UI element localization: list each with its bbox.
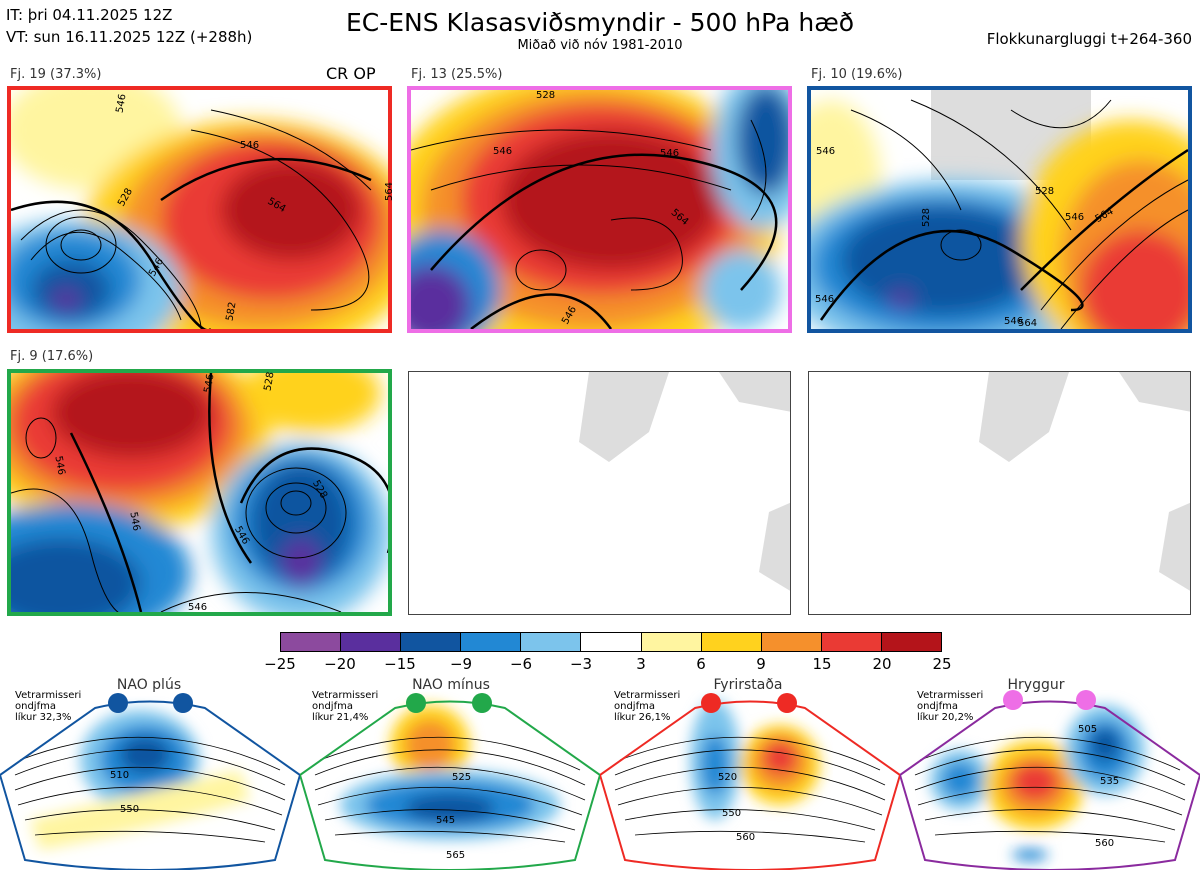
cluster-map-panel-1 bbox=[7, 86, 392, 333]
regime-2-season: Vetrarmisseri bbox=[312, 690, 379, 701]
colorbar-tick: −15 bbox=[384, 655, 416, 673]
regime-2-contour-label: 545 bbox=[436, 815, 456, 826]
regime-3-probability: líkur 26,1% bbox=[614, 712, 671, 723]
regime-1-months: ondjfma bbox=[15, 701, 56, 712]
regime-3-months: ondjfma bbox=[614, 701, 655, 712]
contour-label: 546 bbox=[1004, 316, 1024, 327]
contour-label: 528 bbox=[921, 207, 933, 228]
init-time-header: IT: þri 04.11.2025 12Z VT: sun 16.11.202… bbox=[6, 4, 252, 48]
regime-4-name: Hryggur bbox=[1007, 677, 1065, 693]
regime-2-contour-label: 565 bbox=[446, 850, 466, 861]
colorbar-swatch bbox=[701, 633, 762, 651]
cluster-map-panel-4 bbox=[7, 369, 392, 616]
colorbar-tick: −9 bbox=[449, 655, 473, 673]
panel-2-label: Fj. 13 (25.5%) bbox=[411, 67, 503, 82]
contour-label: 546 bbox=[660, 148, 680, 159]
colorbar-swatch bbox=[521, 633, 582, 651]
panel-3-label: Fj. 10 (19.6%) bbox=[811, 67, 903, 82]
regime-2-dot bbox=[406, 693, 426, 713]
regime-3-dot bbox=[701, 693, 721, 713]
regime-map-blocking bbox=[600, 700, 900, 870]
colorbar-swatch bbox=[821, 633, 882, 651]
colorbar-swatch bbox=[641, 633, 702, 651]
cluster-window: Flokkunargluggi t+264-360 bbox=[986, 30, 1192, 48]
colorbar-tick: 6 bbox=[696, 655, 706, 673]
colorbar-tick: −3 bbox=[569, 655, 593, 673]
panel-1-op-marker: CR OP bbox=[326, 64, 376, 83]
colorbar-tick: −6 bbox=[509, 655, 533, 673]
colorbar-swatch bbox=[341, 633, 402, 651]
valid-time: VT: sun 16.11.2025 12Z (+288h) bbox=[6, 28, 253, 46]
regime-3-dot bbox=[777, 693, 797, 713]
cluster-map-panel-2 bbox=[407, 86, 792, 333]
panel-4-label: Fj. 9 (17.6%) bbox=[10, 349, 94, 364]
regime-3-contour-label: 550 bbox=[722, 808, 742, 819]
colorbar-tick: 3 bbox=[636, 655, 646, 673]
contour-label: 528 bbox=[1035, 186, 1055, 197]
regime-map-nao-plus bbox=[0, 700, 300, 870]
empty-map-panel-5 bbox=[408, 371, 791, 615]
colorbar bbox=[280, 632, 942, 652]
regime-2-probability: líkur 21,4% bbox=[312, 712, 369, 723]
regime-2-name: NAO mínus bbox=[412, 677, 490, 693]
contour-label: 546 bbox=[815, 294, 835, 305]
regime-4-probability: líkur 20,2% bbox=[917, 712, 974, 723]
regime-2-months: ondjfma bbox=[312, 701, 353, 712]
colorbar-tick: 20 bbox=[872, 655, 892, 673]
colorbar-swatch bbox=[281, 633, 342, 651]
empty-map-panel-6 bbox=[808, 371, 1191, 615]
contour-label: 546 bbox=[1065, 212, 1085, 223]
colorbar-tick: 25 bbox=[932, 655, 952, 673]
cluster-map-panel-3 bbox=[807, 86, 1192, 333]
regime-4-season: Vetrarmisseri bbox=[917, 690, 984, 701]
colorbar-tick: −20 bbox=[324, 655, 356, 673]
regime-3-name: Fyrirstaða bbox=[713, 677, 783, 693]
regime-4-dot bbox=[1003, 690, 1023, 710]
contour-label: 546 bbox=[816, 146, 836, 157]
panel-1-label: Fj. 19 (37.3%) bbox=[10, 67, 102, 82]
regime-1-name: NAO plús bbox=[116, 677, 182, 693]
page-title: EC-ENS Klasasviðsmyndir - 500 hPa hæð bbox=[345, 8, 855, 37]
colorbar-tick: 9 bbox=[756, 655, 766, 673]
colorbar-tick: −25 bbox=[264, 655, 296, 673]
init-time: IT: þri 04.11.2025 12Z bbox=[6, 6, 173, 24]
contour-label: 528 bbox=[536, 90, 556, 101]
regime-1-dot bbox=[173, 693, 193, 713]
colorbar-tick: 15 bbox=[812, 655, 832, 673]
contour-label: 546 bbox=[188, 602, 208, 613]
colorbar-swatch bbox=[761, 633, 822, 651]
regime-map-ridge bbox=[900, 700, 1200, 870]
contour-label: 564 bbox=[1018, 318, 1038, 329]
regime-4-months: ondjfma bbox=[917, 701, 958, 712]
colorbar-swatch bbox=[881, 633, 942, 651]
contour-label: 546 bbox=[493, 146, 513, 157]
regime-4-contour-label: 535 bbox=[1100, 776, 1120, 787]
regime-2-contour-label: 525 bbox=[452, 772, 472, 783]
page-subtitle: Miðað við nóv 1981-2010 bbox=[517, 38, 683, 53]
regime-1-dot bbox=[108, 693, 128, 713]
regime-4-dot bbox=[1076, 690, 1096, 710]
colorbar-swatch bbox=[581, 633, 642, 651]
colorbar-swatch bbox=[401, 633, 462, 651]
contour-label: 546 bbox=[240, 140, 260, 151]
regime-2-dot bbox=[472, 693, 492, 713]
regime-3-contour-label: 560 bbox=[736, 832, 756, 843]
regime-3-season: Vetrarmisseri bbox=[614, 690, 681, 701]
colorbar-swatch bbox=[461, 633, 522, 651]
regime-4-contour-label: 560 bbox=[1095, 838, 1115, 849]
regime-4-contour-label: 505 bbox=[1078, 724, 1098, 735]
regime-1-season: Vetrarmisseri bbox=[15, 690, 82, 701]
contour-label: 564 bbox=[384, 181, 396, 202]
regime-3-contour-label: 520 bbox=[718, 772, 738, 783]
regime-map-nao-minus bbox=[300, 700, 600, 870]
regime-1-contour-label: 510 bbox=[110, 770, 130, 781]
regime-1-contour-label: 550 bbox=[120, 804, 140, 815]
regime-1-probability: líkur 32,3% bbox=[15, 712, 72, 723]
